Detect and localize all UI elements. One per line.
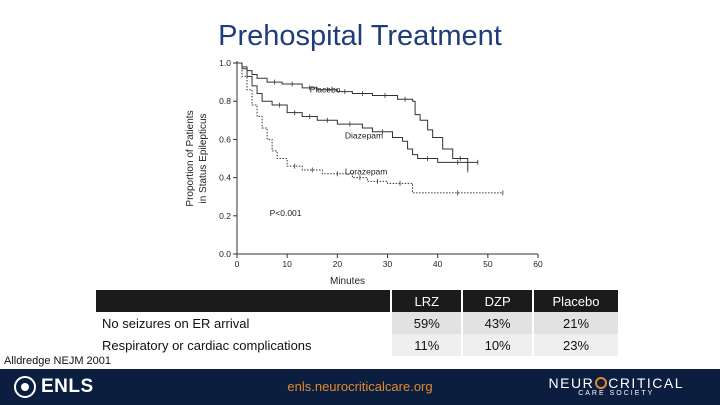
ncs-logo-left: NEUR [548,375,595,391]
cell-dzp-complications: 10% [461,334,534,356]
table-header-placebo: Placebo [532,290,618,312]
cell-placebo-complications: 23% [532,334,618,356]
table-header-blank [96,290,392,312]
x-tick-label: 60 [533,259,543,269]
y-tick-label: 0.8 [219,96,231,106]
x-tick-label: 40 [433,259,443,269]
results-table: LRZ DZP Placebo No seizures on ER arriva… [96,290,618,356]
table-header-dzp: DZP [461,290,534,312]
ncs-logo-main: NEUR CRITICAL [549,375,684,391]
km-chart: 0.0 0.2 0.4 0.6 0.8 1.0 0 10 20 30 40 50 60 Minutes Pr… [185,58,543,287]
y-tick-label: 0.4 [219,173,231,183]
y-axis-label-line-1: Proportion of Patients [185,110,196,206]
ncs-logo-right: CRITICAL [608,375,684,391]
p-value-annotation: P<0.001 [270,208,302,218]
y-tick-label: 0.2 [219,211,231,221]
x-tick-label: 30 [383,259,393,269]
table-header-row: LRZ DZP Placebo [96,290,618,312]
x-tick-label: 10 [282,259,292,269]
y-tick-label: 0.6 [219,134,231,144]
footer-bar: ENLS enls.neurocriticalcare.org NEUR CRIT… [0,369,720,405]
cell-lrz-complications: 11% [390,334,463,356]
row-label-complications: Respiratory or cardiac complications [102,337,312,353]
footer-url[interactable]: enls.neurocriticalcare.org [287,379,433,394]
ncs-o-icon [595,377,608,389]
x-tick-label: 0 [235,259,240,269]
series-label-placebo: Placebo [310,85,341,95]
table-row: No seizures on ER arrival 59% 43% 21% [96,312,618,334]
x-tick-label: 20 [333,259,343,269]
ncs-logo: NEUR CRITICAL CARE SOCIETY [549,375,684,397]
y-tick-label: 0.0 [219,249,231,259]
citation: Alldredge NEJM 2001 [4,355,112,367]
ncs-logo-sub: CARE SOCIETY [578,390,655,397]
x-tick-label: 50 [483,259,493,269]
series-label-diazepam: Diazepam [345,130,383,140]
row-label-no-seizures: No seizures on ER arrival [102,315,250,331]
x-axis-label: Minutes [330,276,365,287]
cell-dzp-no-seizures: 43% [461,312,534,334]
cell-lrz-no-seizures: 59% [390,312,463,334]
series-line-diazepam [237,62,478,163]
enls-logo: ENLS [14,376,94,398]
table-row: Respiratory or cardiac complications 11%… [96,334,618,356]
y-axis-label-line-2: in Status Epilepticus [198,113,209,203]
cell-placebo-no-seizures: 21% [532,312,618,334]
series-label-lorazepam: Lorazepam [345,167,388,177]
enls-logo-text: ENLS [41,376,94,397]
table-header-lrz: LRZ [390,290,463,312]
y-tick-label: 1.0 [219,58,231,68]
slide-title: Prehospital Treatment [218,20,502,52]
brain-icon [14,376,36,398]
series-line-placebo [237,62,469,170]
